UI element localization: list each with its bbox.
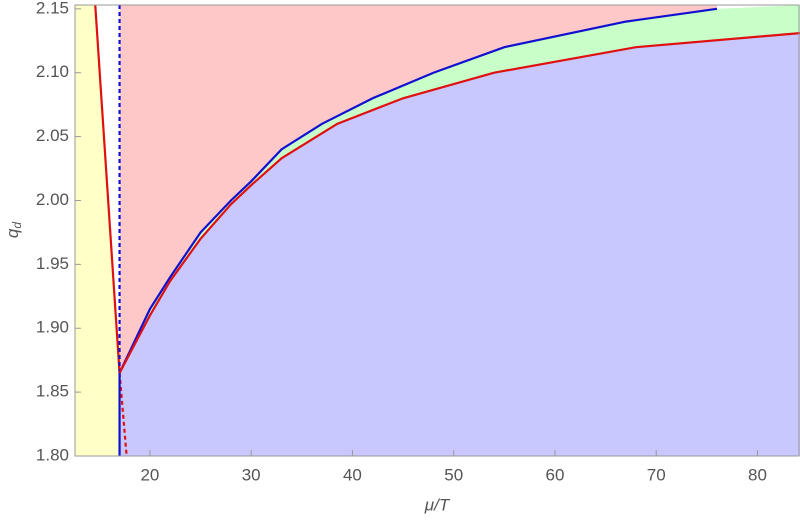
x-tick-label: 80 [748, 465, 767, 484]
curve [94, 5, 121, 374]
y-tick-label: 1.80 [36, 445, 69, 464]
region-pink [119, 5, 717, 373]
y-label-base: q [3, 228, 22, 238]
y-axis-label: qd [3, 222, 24, 238]
y-tick-label: 1.85 [36, 382, 69, 401]
y-tick-label: 2.10 [36, 62, 69, 81]
x-tick-label: 20 [140, 465, 159, 484]
y-tick-label: 1.90 [36, 318, 69, 337]
x-tick-label: 40 [343, 465, 362, 484]
plot-area [75, 5, 800, 456]
frame [74, 4, 800, 457]
region-yellow [75, 5, 120, 456]
curve [118, 7, 718, 374]
curve [118, 32, 800, 374]
y-tick-label: 1.95 [36, 254, 69, 273]
x-tick-label: 70 [647, 465, 666, 484]
y-label-sub: d [10, 222, 24, 229]
x-tick-label: 30 [242, 465, 261, 484]
x-tick-label: 50 [444, 465, 463, 484]
region-blue [119, 33, 800, 456]
y-tick-label: 2.00 [36, 190, 69, 209]
x-tick-label: 60 [545, 465, 564, 484]
x-axis-label: μ/T [424, 495, 451, 514]
y-tick-label: 2.15 [36, 0, 69, 17]
region-green [119, 5, 800, 373]
y-tick-label: 2.05 [36, 126, 69, 145]
